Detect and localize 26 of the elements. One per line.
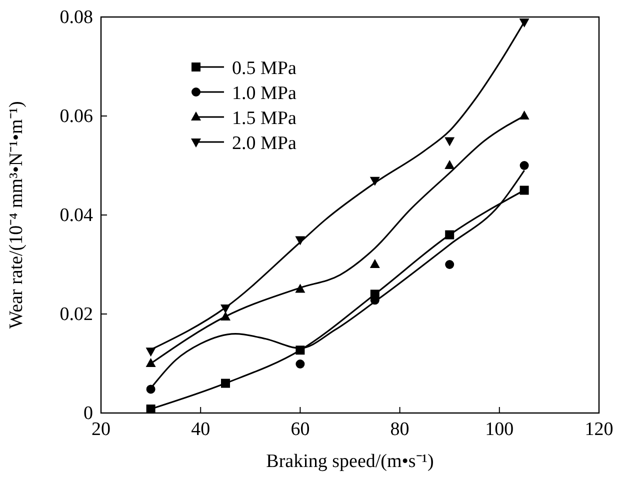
x-tick-label: 100	[485, 419, 514, 440]
x-tick-label: 60	[290, 419, 310, 440]
x-tick-label: 80	[390, 419, 410, 440]
y-tick-label: 0.04	[60, 205, 94, 226]
point	[146, 358, 156, 367]
point	[370, 259, 380, 268]
point	[444, 160, 455, 169]
y-tick-label: 0	[84, 403, 93, 424]
point	[445, 260, 454, 269]
point	[520, 186, 529, 195]
point	[520, 161, 529, 170]
y-tick-label: 0.02	[60, 304, 93, 325]
legend-label: 0.5 MPa	[232, 58, 297, 79]
x-tick-label: 120	[584, 419, 614, 440]
legend-label: 2.0 MPa	[232, 133, 297, 154]
x-tick-label: 20	[92, 419, 110, 440]
y-tick-label: 0.08	[60, 7, 93, 28]
point	[146, 404, 156, 414]
point	[296, 359, 305, 368]
y-axis-title: Wear rate/(10⁻⁴ mm³•N⁻¹•m⁻¹)	[6, 101, 27, 329]
x-axis-title: Braking speed/(m•s⁻¹)	[266, 451, 434, 472]
legend-label: 1.5 MPa	[232, 108, 297, 129]
legend-label: 1.0 MPa	[232, 83, 297, 104]
x-tick-label: 40	[191, 419, 210, 440]
point	[444, 137, 455, 146]
y-tick-label: 0.06	[60, 106, 93, 127]
